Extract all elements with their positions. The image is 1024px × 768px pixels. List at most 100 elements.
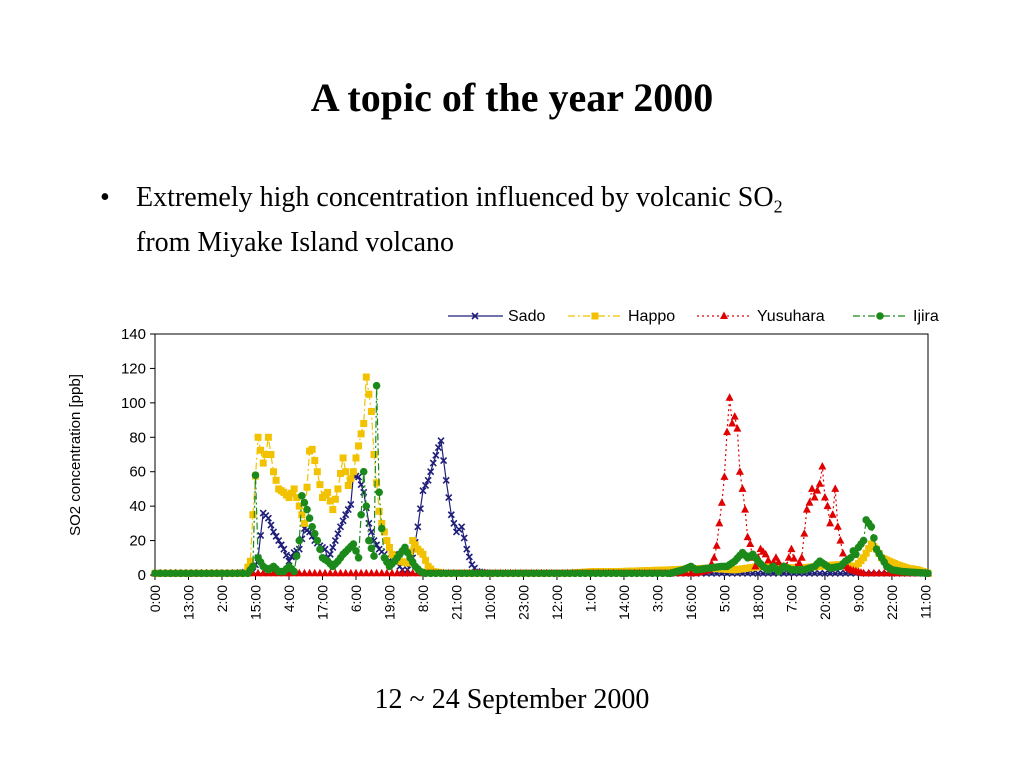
data-point-yusuhara: [864, 568, 873, 577]
data-point-yusuhara: [310, 568, 319, 577]
x-tick-label: 21:00: [448, 585, 464, 620]
data-point-sado: [277, 541, 285, 549]
legend-item-sado: Sado: [448, 308, 545, 325]
x-tick-label: 23:00: [515, 585, 531, 620]
data-point-happo: [249, 511, 257, 519]
data-point-yusuhara: [372, 568, 381, 577]
data-point-happo: [362, 373, 370, 381]
data-point-yusuhara: [738, 484, 747, 492]
data-point-sado: [267, 521, 275, 529]
x-tick-label: 3:00: [649, 585, 665, 612]
data-point-yusuhara: [735, 467, 744, 475]
data-point-yusuhara: [367, 568, 376, 577]
data-point-yusuhara: [813, 486, 822, 494]
data-point-yusuhara: [743, 532, 752, 541]
data-point-ijira: [290, 567, 298, 576]
data-point-happo: [367, 407, 375, 415]
data-point-yusuhara: [295, 568, 304, 577]
data-point-sado: [280, 545, 288, 553]
data-point-sado: [275, 537, 283, 545]
data-point-yusuhara: [869, 568, 878, 577]
data-point-yusuhara: [761, 549, 770, 558]
data-point-sado: [816, 569, 824, 577]
data-point-yusuhara: [710, 553, 719, 561]
data-point-happo: [303, 483, 311, 491]
data-point-happo: [360, 420, 368, 428]
data-point-happo: [375, 507, 383, 515]
data-point-yusuhara: [802, 505, 811, 513]
data-point-happo: [311, 457, 319, 465]
data-point-happo: [342, 468, 350, 476]
x-tick-label: 12:00: [549, 585, 565, 620]
data-point-sado: [334, 530, 342, 538]
x-tick-label: 22:00: [884, 585, 900, 620]
data-point-yusuhara: [382, 568, 391, 577]
data-point-yusuhara: [715, 518, 724, 527]
data-point-yusuhara: [828, 510, 837, 518]
data-point-happo: [411, 541, 419, 549]
data-point-ijira: [867, 523, 876, 531]
data-point-ijira: [362, 502, 371, 510]
data-point-happo: [349, 468, 357, 476]
data-point-ijira: [251, 471, 260, 479]
data-point-yusuhara: [746, 539, 755, 548]
bullet-text-line2: from Miyake Island volcano: [136, 226, 455, 258]
data-point-sado: [272, 532, 280, 540]
legend-label: Sado: [508, 308, 545, 325]
y-tick-label: 40: [129, 498, 146, 515]
y-tick-label: 80: [129, 429, 146, 446]
data-point-yusuhara: [795, 558, 804, 566]
x-tick-label: 7:00: [783, 585, 799, 612]
data-point-ijira: [292, 552, 301, 560]
data-point-happo: [285, 494, 293, 502]
data-point-ijira: [308, 523, 316, 531]
data-point-yusuhara: [810, 493, 819, 501]
data-point-yusuhara: [800, 529, 809, 537]
x-tick-label: 0:00: [147, 585, 163, 612]
legend-label: Ijira: [913, 308, 939, 325]
data-point-sado: [424, 476, 432, 484]
data-point-ijira: [310, 529, 319, 538]
data-point-ijira: [870, 534, 878, 542]
data-point-yusuhara: [875, 568, 884, 577]
data-point-ijira: [354, 553, 363, 562]
data-point-sado: [419, 487, 427, 495]
data-point-sado: [257, 531, 265, 539]
x-tick-label: 18:00: [750, 585, 766, 620]
data-point-yusuhara: [326, 568, 335, 577]
data-point-yusuhara: [305, 568, 314, 577]
data-point-sado: [264, 514, 272, 522]
data-point-sado: [432, 451, 440, 459]
data-point-yusuhara: [838, 548, 847, 557]
data-point-happo: [264, 433, 272, 441]
x-tick-label: 13:00: [180, 585, 196, 620]
data-point-yusuhara: [859, 568, 868, 577]
data-point-happo: [339, 454, 347, 462]
data-point-yusuhara: [321, 568, 330, 577]
data-point-sado: [445, 493, 453, 502]
data-point-ijira: [313, 536, 322, 545]
data-point-happo: [419, 550, 427, 558]
data-point-yusuhara: [764, 555, 773, 564]
y-tick-label: 100: [121, 395, 146, 412]
data-point-yusuhara: [805, 498, 814, 506]
data-point-happo: [385, 543, 393, 551]
y-axis-label: SO2 concentration [ppb]: [67, 374, 84, 536]
data-point-sado: [339, 517, 347, 525]
data-point-happo: [347, 475, 355, 483]
data-point-happo: [300, 519, 308, 527]
data-point-yusuhara: [686, 568, 695, 577]
data-point-happo: [272, 476, 280, 484]
data-point-sado: [331, 537, 339, 545]
data-point-sado: [329, 543, 337, 552]
data-point-happo: [254, 433, 262, 441]
data-point-sado: [421, 481, 430, 490]
x-tick-label: 17:00: [314, 585, 330, 620]
data-point-yusuhara: [403, 568, 412, 577]
data-point-yusuhara: [712, 541, 721, 549]
data-point-yusuhara: [784, 553, 793, 561]
data-point-happo: [862, 549, 870, 557]
so2-line-chart: Sado Happo Yusuhara Ijira 0 20 40 60 80 100 120 14…: [67, 308, 939, 620]
data-point-happo: [370, 451, 378, 458]
y-tick-label: 20: [129, 533, 146, 550]
